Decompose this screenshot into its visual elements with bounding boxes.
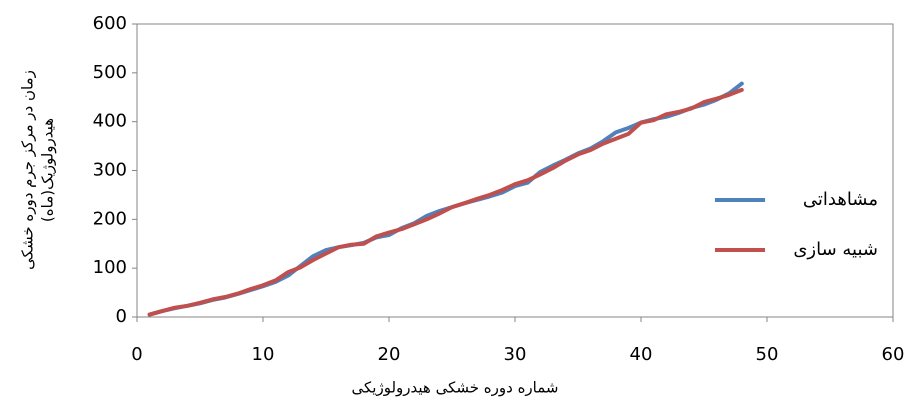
x-tick-label: 40	[630, 344, 653, 365]
data-line	[147, 87, 744, 317]
y-tick-label: 300	[93, 160, 127, 181]
x-tick-label: 60	[882, 344, 905, 365]
x-tick-label: 10	[252, 344, 275, 365]
legend-label: شبیه سازی	[793, 239, 878, 260]
y-tick-label: 0	[116, 306, 127, 327]
y-tick-label: 100	[93, 257, 127, 278]
y-tick-label: 400	[93, 111, 127, 132]
y-axis-label: زمان در مرکز جرم دوره خشکی	[19, 70, 37, 270]
legend-label: مشاهداتی	[803, 189, 878, 210]
y-axis-label: هیدرولوژیک(ماه)	[39, 118, 57, 222]
x-tick-label: 30	[504, 344, 527, 365]
x-tick-label: 50	[756, 344, 779, 365]
y-tick-label: 200	[93, 208, 127, 229]
x-tick-label: 0	[131, 344, 142, 365]
y-tick-label: 500	[93, 62, 127, 83]
x-tick-label: 20	[378, 344, 401, 365]
data-line	[147, 81, 744, 317]
x-axis-label: شماره دوره خشکی هیدرولوژیکی	[351, 379, 558, 397]
plot-area	[136, 23, 894, 318]
y-tick-label: 600	[93, 13, 127, 34]
